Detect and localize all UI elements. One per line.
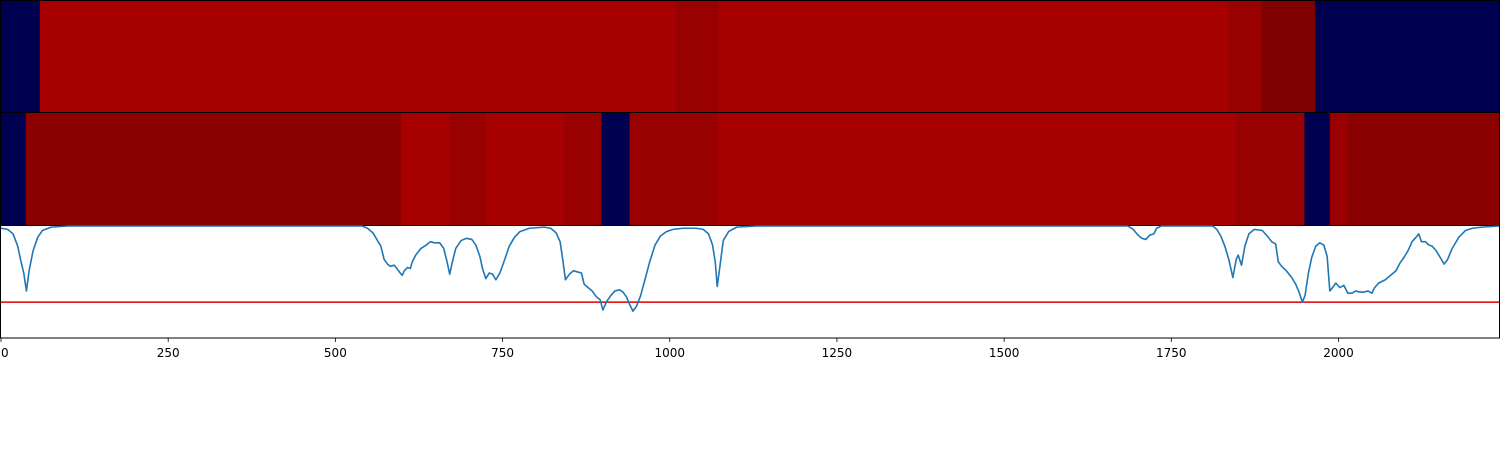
x-tick-label-1000: 1000 (654, 346, 685, 360)
heatmap-row-1-segment-4 (718, 1, 1229, 112)
heatmap-row-1-segment-2 (39, 1, 677, 112)
heatmap-row-2-segment-2 (25, 113, 402, 225)
x-tick-label-1250: 1250 (822, 346, 853, 360)
heatmap-row-2-segment-12 (1329, 113, 1349, 225)
series-line (0, 225, 1500, 312)
x-tick-label-750: 750 (491, 346, 514, 360)
heatmap-row-1-segment-1 (1, 1, 41, 112)
heatmap-row-2-segment-8 (629, 113, 718, 225)
x-tick-label-0: 0 (1, 346, 9, 360)
heatmap-row-2-segment-11 (1304, 113, 1331, 225)
line-panel-frame (0, 225, 1500, 339)
heatmap-row-1-segment-3 (675, 1, 720, 112)
heatmap-panels (0, 0, 1500, 226)
heatmap-row-2-segment-10 (1235, 113, 1305, 225)
heatmap-row-1-segment-6 (1261, 1, 1316, 112)
x-tick-label-2000: 2000 (1323, 346, 1354, 360)
heatmap-row-1-segment-7 (1315, 1, 1500, 112)
x-tick-label-500: 500 (324, 346, 347, 360)
heatmap-row-1-segment-5 (1227, 1, 1263, 112)
x-axis: 0 250 500 750 1000 1250 1500 1750 2000 (0, 338, 1354, 360)
heatmap-row-2-segment-5 (485, 113, 566, 225)
heatmap-row-2-segment-13 (1347, 113, 1500, 225)
x-tick-label-250: 250 (157, 346, 180, 360)
x-tick-label-1750: 1750 (1156, 346, 1187, 360)
line-panel (0, 225, 1500, 339)
heatmap-row-2-segment-9 (717, 113, 1237, 225)
heatmap-row-2-segment-3 (400, 113, 451, 225)
heatmap-row-2-segment-1 (1, 113, 27, 225)
heatmap-row-2-segment-4 (449, 113, 487, 225)
heatmap-row-2-segment-6 (564, 113, 603, 225)
heatmap-row-2-segment-7 (601, 113, 631, 225)
x-tick-label-1500: 1500 (989, 346, 1020, 360)
